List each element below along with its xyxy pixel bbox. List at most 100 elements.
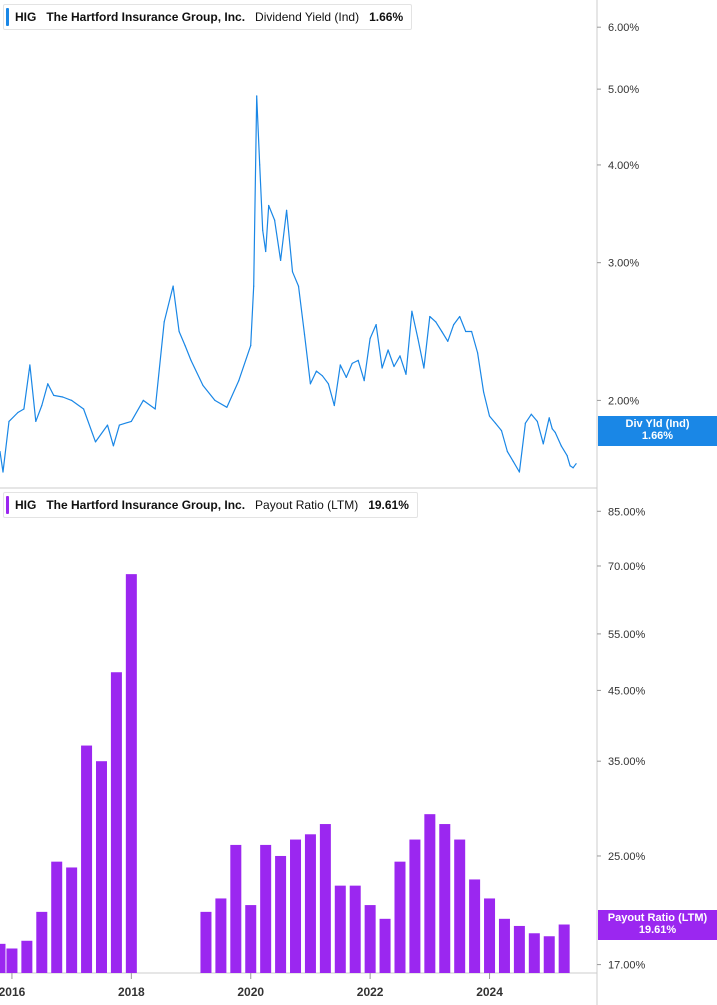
payout-ratio-bar (290, 839, 302, 973)
payout-ratio-flag-value: 19.61% (638, 924, 677, 936)
dividend-yield-point (184, 345, 186, 347)
dividend-yield-point (142, 399, 144, 402)
legend-ticker: HIG (15, 10, 37, 24)
dividend-yield-point (575, 463, 577, 465)
y-tick-label: 45.00% (608, 685, 646, 697)
dividend-yield-point (447, 340, 449, 342)
dividend-yield-point (369, 337, 371, 340)
dividend-yield-point (274, 219, 276, 221)
legend-company: The Hartford Insurance Group, Inc. (46, 498, 246, 512)
dividend-yield-point (154, 408, 156, 410)
x-tick-label: 2024 (476, 985, 503, 999)
dividend-yield-point (118, 424, 120, 426)
dividend-yield-point (459, 315, 461, 318)
payout-ratio-bar (379, 918, 391, 973)
dividend-yield-point (303, 333, 306, 335)
payout-ratio-bar (469, 879, 481, 973)
payout-ratio-bar (424, 814, 436, 973)
dividend-yield-flag-label: Div Yld (Ind) (625, 418, 690, 430)
y-tick-label: 70.00% (608, 561, 646, 573)
dividend-yield-point (178, 330, 180, 333)
dividend-yield-point (112, 445, 115, 447)
payout-ratio-bar (349, 885, 361, 973)
payout-ratio-bar (110, 672, 122, 973)
payout-ratio-bar (215, 898, 227, 973)
dividend-yield-point (262, 229, 264, 231)
dividend-yield-point (542, 443, 544, 445)
y-tick-label: 5.00% (608, 84, 639, 96)
payout-ratio-bar (439, 824, 451, 973)
payout-ratio-bar (81, 745, 93, 973)
payout-ratio-flag-label: Payout Ratio (LTM) (607, 912, 708, 924)
y-tick-label: 6.00% (608, 22, 639, 34)
dividend-yield-point (250, 345, 252, 347)
dividend-yield-flag: Div Yld (Ind) 1.66% (598, 416, 717, 446)
x-tick-label: 2020 (237, 985, 264, 999)
dividend-yield-point (357, 359, 359, 361)
y-tick-label: 17.00% (608, 960, 646, 972)
dividend-yield-point (214, 399, 216, 402)
dividend-yield-point (41, 404, 43, 407)
dividend-yield-point (500, 429, 503, 432)
dividend-yield-point (381, 367, 383, 369)
dividend-yield-point (23, 408, 25, 410)
dividend-yield-point (238, 380, 240, 382)
legend-value: 1.66% (369, 10, 404, 24)
dividend-yield-point (405, 373, 407, 375)
dividend-yield-point (482, 391, 485, 393)
dividend-yield-point (345, 376, 347, 379)
legend-swatch-payout-ratio (6, 496, 9, 514)
dividend-yield-point (333, 404, 335, 407)
legend-value: 19.61% (368, 498, 409, 512)
dividend-yield-point (0, 451, 1, 453)
payout-ratio-bar (484, 898, 496, 973)
payout-ratio-bar (51, 861, 63, 973)
dividend-yield-point (309, 383, 312, 385)
dividend-yield-point (35, 420, 37, 423)
payout-ratio-bar (36, 911, 48, 973)
dividend-yield-point (94, 441, 97, 443)
legend-company: The Hartford Insurance Group, Inc. (46, 10, 246, 24)
dividend-yield-point (477, 352, 479, 354)
payout-ratio-bar (260, 844, 272, 973)
dividend-yield-point (411, 310, 413, 312)
payout-ratio-bar (125, 574, 137, 973)
payout-ratio-bar (513, 925, 525, 973)
dividend-yield-point (285, 209, 288, 211)
y-tick-label: 55.00% (608, 629, 646, 641)
dividend-yield-point (441, 330, 443, 333)
payout-ratio-bar (245, 905, 257, 973)
dividend-yield-point (506, 451, 509, 453)
legend-ticker: HIG (15, 498, 37, 512)
dividend-yield-point (417, 337, 419, 340)
dividend-yield-point (297, 285, 300, 287)
dividend-yield-point (536, 420, 538, 423)
dividend-yield-point (471, 330, 473, 333)
dividend-yield-point (351, 362, 353, 365)
dividend-yield-point (321, 375, 323, 377)
payout-ratio-bar (66, 867, 78, 973)
dividend-yield-point (453, 324, 455, 326)
dividend-yield-point (423, 367, 425, 369)
dividend-yield-point (494, 422, 497, 424)
payout-ratio-bar (275, 855, 287, 973)
dividend-yield-point (315, 370, 318, 372)
dividend-yield-point (488, 415, 491, 417)
payout-ratio-bar (304, 834, 316, 973)
dividend-yield-point (429, 315, 431, 318)
dividend-yield-point (2, 471, 4, 473)
payout-ratio-bar (319, 824, 331, 973)
payout-ratio-bar (21, 940, 33, 973)
payout-ratio-bar (528, 933, 540, 973)
payout-ratio-bar (498, 918, 510, 973)
dividend-yield-point (554, 431, 556, 434)
dividend-yield-point (465, 330, 467, 333)
dividend-yield-point (130, 420, 132, 423)
dividend-yield-flag-value: 1.66% (641, 430, 674, 442)
dividend-yield-point (265, 250, 267, 253)
y-tick-label: 85.00% (608, 506, 646, 518)
dividend-yield-point (8, 420, 10, 423)
dividend-yield-point (53, 394, 55, 396)
legend-metric: Dividend Yield (Ind) (255, 10, 360, 24)
